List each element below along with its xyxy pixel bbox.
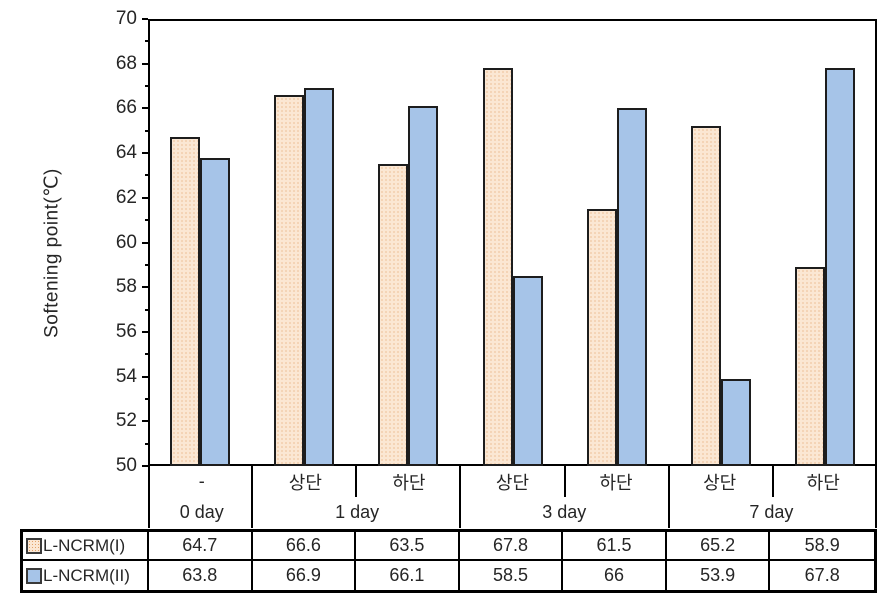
y-tick-label: 66 [115, 97, 137, 119]
y-minor-tick [145, 219, 148, 222]
y-minor-tick [145, 40, 148, 43]
bar-L-NCRM(II)-group6 [824, 68, 855, 466]
category-group-label-1: 1 day [335, 502, 380, 522]
y-minor-tick [145, 129, 148, 132]
bar-L-NCRM(II)-group3 [512, 276, 543, 466]
category-label-6: 하단 [806, 472, 840, 493]
bar-L-NCRM(II)-group5 [720, 378, 751, 466]
category-group-label-3: 7 day [749, 502, 794, 522]
value-cell-L-NCRM(I)-col5: 65.2 [666, 532, 771, 561]
legend-swatch-L-NCRM(II) [26, 567, 42, 584]
y-minor-tick [145, 397, 148, 400]
data-table: L-NCRM(I) 64.7 66.6 63.5 67.8 61.5 65.2 58.9 L-N… [20, 529, 877, 593]
category-row-day: 0 day 1 day 3 day 7 day [150, 497, 875, 528]
category-label-4: 하단 [599, 472, 633, 493]
value-cell-L-NCRM(II)-col5: 53.9 [667, 561, 771, 590]
category-label-3: 상단 [495, 472, 530, 493]
bar-L-NCRM(I)-group1 [274, 94, 305, 466]
category-axis: - 상단 하단 상단 하단 상단 하단 0 day 1 day 3 day 7 day [148, 466, 877, 528]
category-group-separator [459, 466, 462, 528]
value-cell-L-NCRM(II)-col6: 67.8 [804, 565, 840, 585]
y-major-tick [142, 330, 148, 333]
value-cell-L-NCRM(I)-col0: 64.7 [149, 532, 253, 561]
y-major-tick [142, 18, 148, 20]
y-minor-tick [145, 263, 148, 266]
bar-L-NCRM(II)-group1 [304, 88, 335, 466]
category-group-label-2: 3 day [542, 502, 587, 522]
bar-L-NCRM(I)-group2 [378, 164, 409, 466]
legend-series-name: L-NCRM(I) [43, 535, 126, 555]
category-group-label-0: 0 day [179, 502, 224, 522]
y-major-tick [142, 152, 148, 155]
y-major-tick [142, 286, 148, 289]
category-sub-separator [563, 466, 566, 497]
bar-L-NCRM(II)-group2 [408, 106, 439, 466]
category-sub-separator [355, 466, 358, 497]
category-sub-separator [771, 466, 774, 497]
value-cell-L-NCRM(I)-col4: 61.5 [563, 532, 667, 561]
bar-L-NCRM(I)-group6 [794, 267, 825, 466]
value-cell-L-NCRM(II)-col4: 66 [563, 561, 667, 590]
y-axis-title: Softening point(℃) [41, 168, 63, 338]
y-tick-label: 54 [115, 365, 137, 387]
bar-L-NCRM(I)-group4 [586, 208, 617, 466]
category-label-0: - [198, 471, 205, 491]
bar-L-NCRM(II)-group0 [200, 157, 231, 466]
y-minor-tick [145, 353, 148, 356]
value-cell-L-NCRM(II)-col2: 66.1 [356, 561, 460, 590]
y-tick-label: 56 [115, 320, 137, 342]
y-tick-label: 68 [115, 52, 137, 74]
y-tick-label: 60 [115, 231, 137, 253]
y-major-tick [142, 420, 148, 423]
value-cell-L-NCRM(I)-col1: 66.6 [252, 532, 357, 561]
value-cell-L-NCRM(II)-col0: 63.8 [149, 561, 253, 590]
y-major-tick [142, 196, 148, 199]
y-tick-label: 50 [115, 455, 137, 476]
y-tick-label: 64 [115, 142, 137, 164]
y-tick-label: 52 [115, 410, 137, 432]
legend-cell-L-NCRM(II): L-NCRM(II) [23, 561, 149, 590]
legend-cell-L-NCRM(I): L-NCRM(I) [23, 532, 149, 561]
category-group-separator [667, 466, 670, 528]
category-row-sub: - 상단 하단 상단 하단 상단 하단 [150, 466, 875, 497]
y-minor-tick [145, 85, 148, 88]
y-major-tick [142, 62, 148, 65]
value-cell-L-NCRM(I)-col2: 63.5 [356, 532, 460, 561]
category-label-1: 상단 [288, 472, 322, 493]
y-tick-label: 58 [115, 276, 137, 298]
y-minor-tick [145, 174, 148, 177]
bar-L-NCRM(II)-group4 [616, 108, 647, 466]
value-cell-L-NCRM(I)-col3: 67.8 [459, 532, 564, 561]
bar-L-NCRM(I)-group5 [690, 126, 721, 466]
y-major-tick [142, 107, 148, 110]
legend-swatch-L-NCRM(I) [26, 537, 42, 554]
value-cell-L-NCRM(I)-col6: 58.9 [770, 532, 874, 561]
category-label-5: 상단 [703, 472, 737, 493]
y-minor-tick [145, 308, 148, 311]
category-group-separator [251, 466, 254, 528]
value-cell-L-NCRM(II)-col3: 58.5 [460, 561, 564, 590]
y-major-tick [142, 375, 148, 378]
legend-series-name: L-NCRM(II) [43, 565, 130, 585]
category-label-2: 하단 [392, 472, 426, 493]
bar-L-NCRM(I)-group3 [482, 68, 513, 466]
y-major-tick [142, 241, 148, 244]
y-major-tick [142, 465, 148, 467]
bar-L-NCRM(I)-group0 [170, 137, 201, 466]
y-tick-label: 62 [115, 186, 137, 208]
y-minor-tick [145, 442, 148, 445]
y-tick-label: 70 [115, 8, 137, 29]
value-cell-L-NCRM(II)-col1: 66.9 [253, 561, 357, 590]
